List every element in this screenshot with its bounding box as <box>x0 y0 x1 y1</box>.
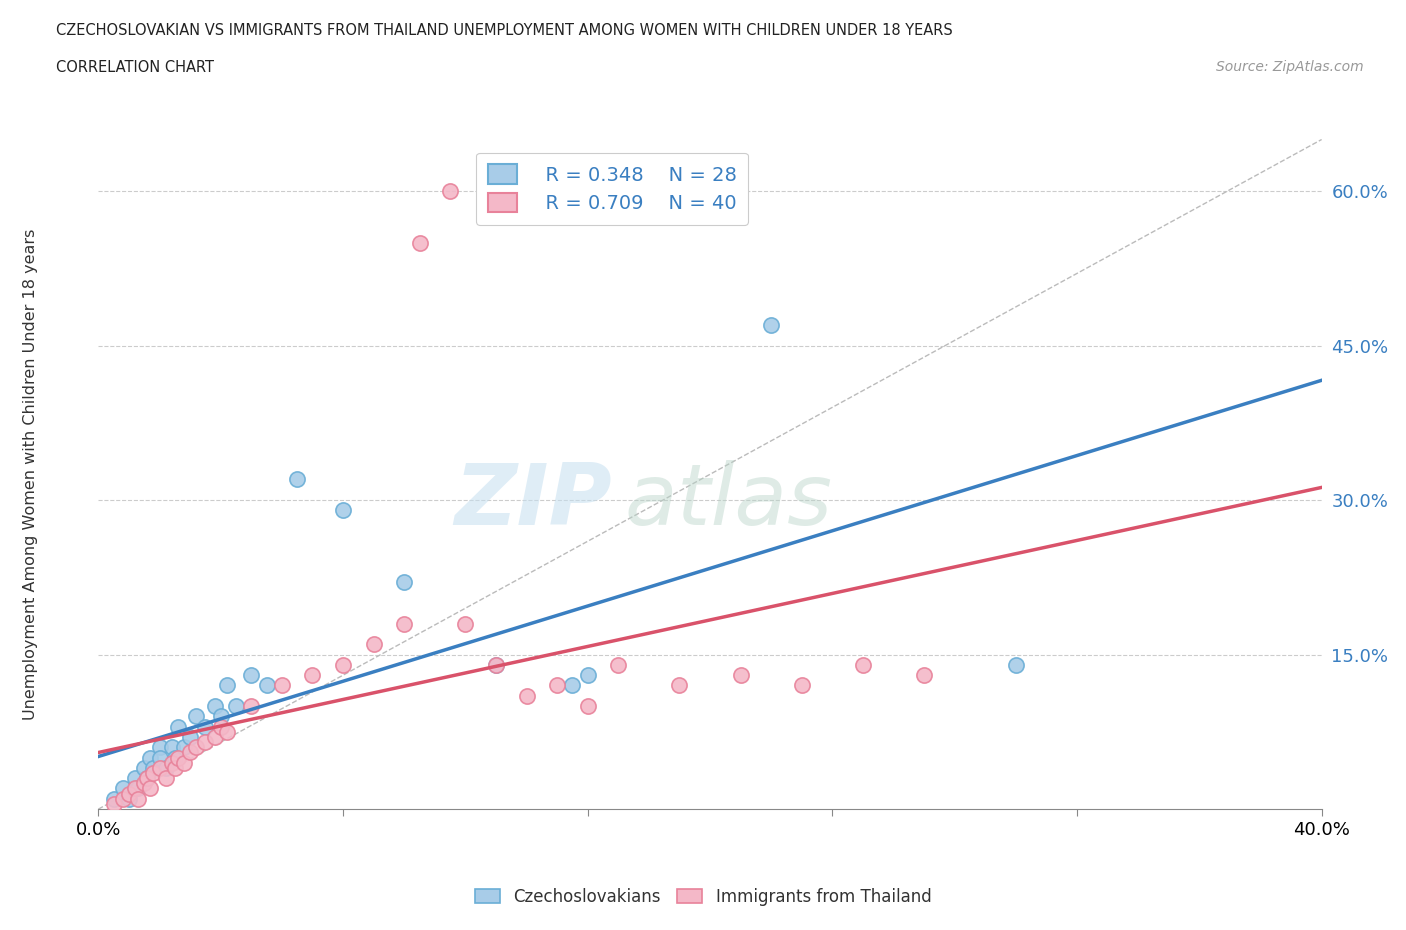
Legend: Czechoslovakians, Immigrants from Thailand: Czechoslovakians, Immigrants from Thaila… <box>468 881 938 912</box>
Point <box>127 791 149 806</box>
Point <box>204 698 226 713</box>
Point <box>134 761 156 776</box>
Point <box>215 724 238 739</box>
Point <box>439 183 461 198</box>
Point <box>179 745 201 760</box>
Point <box>546 678 568 693</box>
Point <box>225 698 247 713</box>
Point <box>149 740 172 755</box>
Point <box>186 740 208 755</box>
Point <box>516 688 538 703</box>
Point <box>730 668 752 683</box>
Text: Unemployment Among Women with Children Under 18 years: Unemployment Among Women with Children U… <box>24 229 38 720</box>
Point <box>173 740 195 755</box>
Point <box>759 317 782 332</box>
Point <box>118 791 141 806</box>
Point <box>124 771 146 786</box>
Point <box>301 668 323 683</box>
Point <box>103 796 125 811</box>
Legend:   R = 0.348    N = 28,   R = 0.709    N = 40: R = 0.348 N = 28, R = 0.709 N = 40 <box>477 153 748 225</box>
Point <box>270 678 292 693</box>
Point <box>215 678 238 693</box>
Point <box>332 658 354 672</box>
Point <box>240 668 263 683</box>
Text: Source: ZipAtlas.com: Source: ZipAtlas.com <box>1216 60 1364 74</box>
Point <box>186 709 208 724</box>
Point <box>363 637 385 652</box>
Point <box>111 781 134 796</box>
Point <box>155 761 177 776</box>
Point <box>852 658 875 672</box>
Point <box>149 761 172 776</box>
Point <box>392 617 416 631</box>
Point <box>240 698 263 713</box>
Point <box>668 678 690 693</box>
Point <box>163 761 186 776</box>
Point <box>134 776 156 790</box>
Point <box>576 668 599 683</box>
Point <box>607 658 630 672</box>
Point <box>332 503 354 518</box>
Point <box>256 678 278 693</box>
Point <box>561 678 583 693</box>
Point <box>179 729 201 744</box>
Point <box>408 235 430 250</box>
Point <box>111 791 134 806</box>
Point <box>167 719 190 734</box>
Point <box>485 658 508 672</box>
Point <box>149 751 172 765</box>
Point <box>167 751 190 765</box>
Point <box>103 791 125 806</box>
Point <box>136 771 159 786</box>
Point <box>127 781 149 796</box>
Point <box>160 740 183 755</box>
Text: atlas: atlas <box>624 459 832 542</box>
Point <box>285 472 308 487</box>
Point <box>912 668 935 683</box>
Point <box>163 751 186 765</box>
Point <box>392 575 416 590</box>
Point <box>173 755 195 770</box>
Point <box>142 761 165 776</box>
Point <box>139 781 162 796</box>
Point <box>142 765 165 780</box>
Text: ZIP: ZIP <box>454 459 612 542</box>
Point <box>118 786 141 801</box>
Point <box>139 751 162 765</box>
Point <box>576 698 599 713</box>
Point <box>485 658 508 672</box>
Point <box>1004 658 1026 672</box>
Point <box>136 771 159 786</box>
Point <box>124 781 146 796</box>
Point <box>155 771 177 786</box>
Text: CZECHOSLOVAKIAN VS IMMIGRANTS FROM THAILAND UNEMPLOYMENT AMONG WOMEN WITH CHILDR: CZECHOSLOVAKIAN VS IMMIGRANTS FROM THAIL… <box>56 23 953 38</box>
Point <box>160 755 183 770</box>
Text: CORRELATION CHART: CORRELATION CHART <box>56 60 214 75</box>
Point <box>454 617 477 631</box>
Point <box>209 719 232 734</box>
Point <box>194 719 217 734</box>
Point <box>204 729 226 744</box>
Point <box>209 709 232 724</box>
Point <box>790 678 813 693</box>
Point <box>194 735 217 750</box>
